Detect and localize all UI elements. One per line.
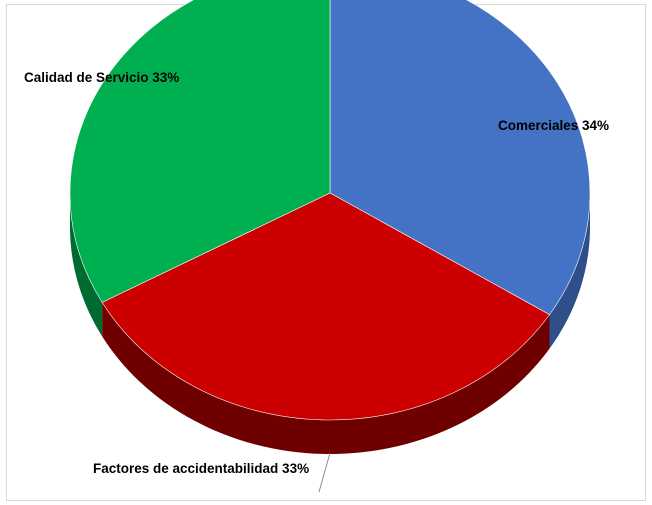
pie-depth [70,193,590,455]
label-comerciales: Comerciales 34% [498,118,609,133]
label-factores-accidentabilidad: Factores de accidentabilidad 33% [93,461,309,476]
pie-side-factores-de-accidentabilidad [102,302,550,455]
pie-side-calidad-de-servicio [70,193,103,337]
pie-slice-calidad-de-servicio [69,0,331,303]
label-calidad-servicio: Calidad de Servicio 33% [24,70,179,85]
pie-slice-comerciales [329,0,591,316]
pie-slices [69,0,591,421]
leader-line [318,452,331,493]
pie-slice-factores-de-accidentabilidad [101,192,550,421]
pie-side-comerciales [549,193,590,349]
